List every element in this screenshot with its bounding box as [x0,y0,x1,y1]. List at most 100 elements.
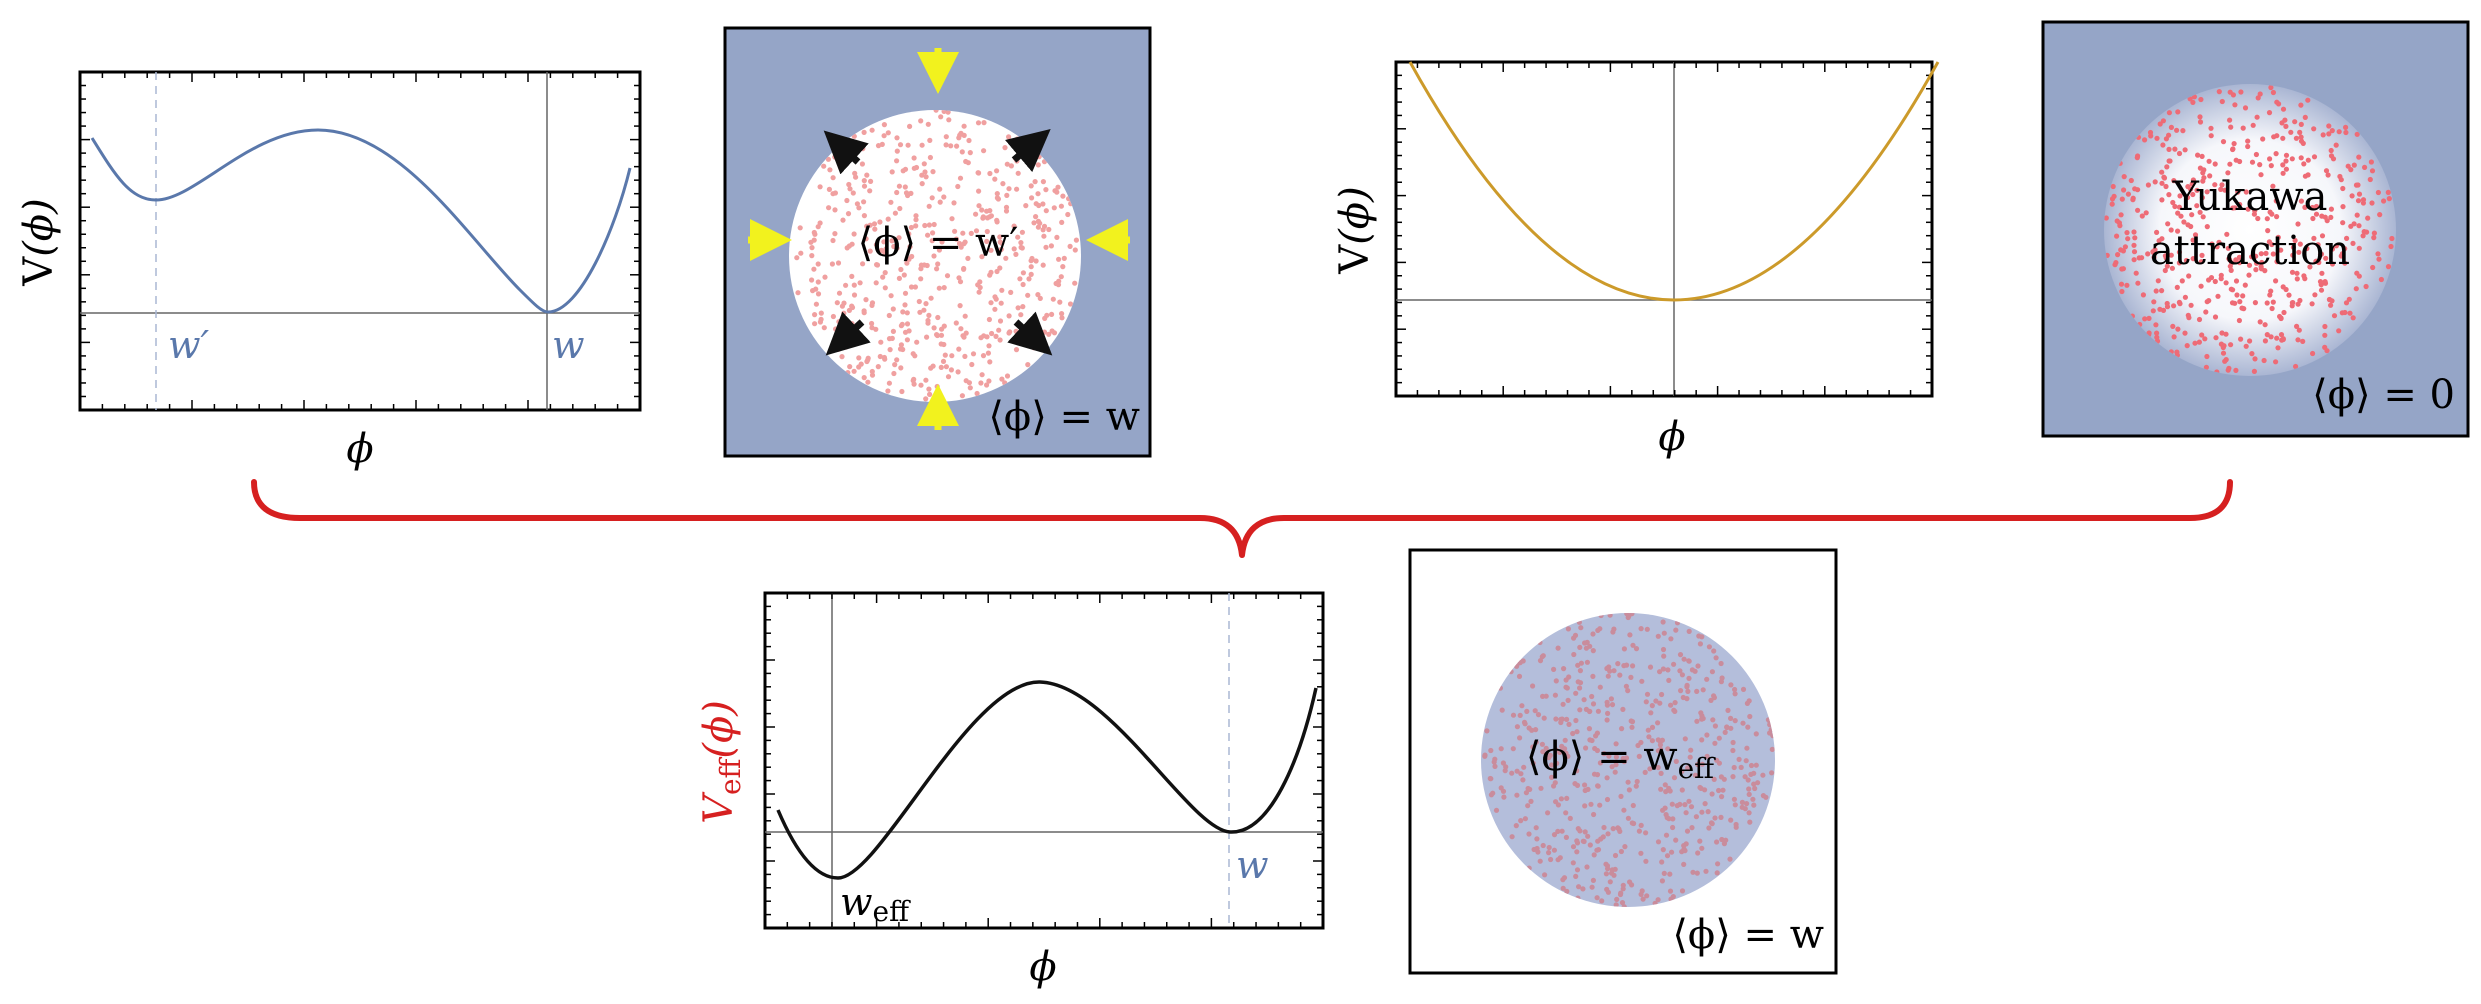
particle-dot [1563,677,1569,683]
particle-dot [1509,770,1515,776]
particle-dot [1685,765,1691,771]
particle-dot [835,260,842,266]
particle-dot [986,378,992,384]
particle-dot [1592,745,1598,752]
particle-dot [1658,770,1664,777]
particle-dot [2375,251,2381,257]
particle-dot [1699,716,1705,722]
particle-dot [968,230,974,236]
particle-dot [2254,260,2260,266]
particle-dot [2328,147,2334,154]
particle-dot [2389,235,2395,242]
particle-dot [1604,717,1610,723]
particle-dot [2176,260,2182,266]
particle-dot [2356,223,2362,229]
particle-dot [2258,251,2264,257]
particle-dot [2170,199,2176,206]
particle-dot [1660,619,1666,625]
particle-dot [885,388,891,394]
particle-dot [809,253,815,259]
particle-dot [1647,664,1654,670]
particle-dot [1590,648,1596,654]
particle-dot [923,377,929,383]
particle-dot [1072,280,1078,286]
particle-dot [1626,787,1632,793]
particle-dot [889,335,895,341]
particle-dot [2292,237,2298,244]
particle-dot [1040,201,1046,207]
particle-dot [2268,84,2274,91]
particle-dot [861,129,867,135]
outside-vev-label: ⟨ϕ⟩ = w [988,394,1140,440]
particle-dot [2152,179,2158,185]
particle-dot [996,327,1002,333]
particle-dot [2181,219,2187,225]
particle-dot [935,261,941,267]
particle-dot [896,235,902,241]
particle-dot [1577,828,1583,834]
particle-dot [1061,255,1067,261]
particle-dot [2324,218,2330,224]
particle-dot [854,146,861,152]
particle-dot [925,232,931,238]
particle-dot [815,261,821,267]
particle-dot [2114,218,2120,224]
particle-dot [1518,771,1524,777]
particle-dot [2351,221,2357,227]
particle-dot [2355,182,2361,188]
particle-dot [2145,251,2151,257]
particle-dot [2354,212,2360,218]
particle-dot [2238,89,2244,95]
particle-dot [2142,137,2148,143]
x-axis-label: ϕ [1029,944,1056,990]
inside-vev-label: ⟨ϕ⟩ = w′ [858,220,1019,266]
particle-dot [927,154,934,161]
particle-dot [2145,182,2151,188]
particle-dot [2371,235,2377,241]
particle-dot [2274,99,2280,105]
particle-dot [2185,312,2191,318]
particle-dot [2109,201,2115,207]
particle-dot [959,149,965,155]
particle-dot [2356,191,2363,197]
particle-dot [2179,278,2185,284]
particle-dot [1542,872,1548,878]
particle-dot [1745,724,1751,730]
particle-dot [864,358,870,365]
particle-dot [998,300,1004,306]
particle-dot [1617,672,1623,678]
particle-dot [976,203,982,209]
particle-dot [2298,134,2304,140]
particle-dot [1585,786,1591,793]
particle-dot [2365,215,2371,221]
particle-dot [987,359,993,365]
shifted-vacuum-label: weff [840,880,911,928]
particle-dot [1711,648,1717,654]
particle-dot [1011,246,1017,252]
particle-dot [1548,856,1554,863]
particle-dot [955,183,961,190]
particle-dot [924,334,930,340]
particle-dot [2233,367,2239,373]
particle-dot [965,255,971,261]
particle-dot [1683,810,1689,816]
particle-dot [2131,257,2137,263]
particle-dot [2273,151,2279,157]
particle-dot [908,284,915,290]
particle-dot [1577,644,1583,651]
particle-dot [858,361,864,367]
particle-dot [1753,731,1759,737]
particle-dot [1574,840,1581,846]
particle-dot [2307,264,2313,270]
y-axis-label: V(ϕ) [1332,186,1378,274]
particle-dot [1657,700,1663,706]
particle-dot [868,178,874,184]
particle-dot [1731,796,1737,802]
particle-dot [1644,893,1650,899]
particle-dot [1595,708,1601,714]
particle-dot [956,346,962,352]
particle-dot [1570,860,1576,866]
particle-dot [948,143,954,149]
particle-dot [1043,208,1049,214]
particle-dot [1625,688,1631,694]
